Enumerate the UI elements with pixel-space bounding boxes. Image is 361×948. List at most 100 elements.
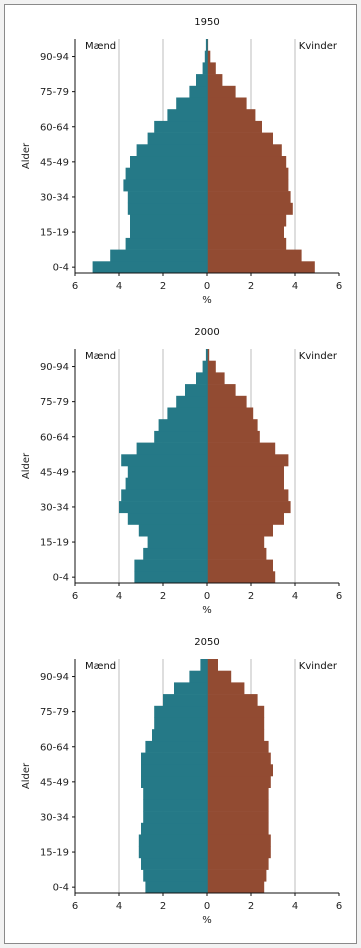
y-tick-label: 45-49 [40, 467, 69, 478]
bar-men-85-89 [196, 372, 207, 385]
x-tick-label: 4 [292, 591, 298, 602]
bar-men-25-29 [127, 512, 207, 525]
bar-women-30-34 [207, 501, 291, 514]
bar-women-80-84 [207, 694, 258, 707]
men-label: Mænd [85, 41, 116, 52]
bar-men-55-59 [147, 132, 207, 145]
bar-men-50-54 [136, 144, 207, 157]
bar-men-60-64 [154, 120, 207, 133]
bar-men-45-49 [130, 156, 207, 168]
bar-women-90-94 [207, 360, 216, 373]
x-tick-label: 4 [292, 281, 298, 292]
bar-men-35-39 [143, 799, 207, 812]
bar-men-30-34 [127, 191, 207, 204]
bar-women-25-29 [207, 512, 284, 525]
x-tick-label: 2 [160, 591, 166, 602]
x-tick-label: 2 [248, 591, 254, 602]
bar-women-25-29 [207, 202, 293, 215]
bar-women-50-54 [207, 764, 273, 777]
bar-women-10-14 [207, 547, 267, 560]
y-tick-label: 60-64 [40, 742, 69, 753]
bar-women-65-69 [207, 419, 258, 432]
y-tick-label: 0-4 [53, 573, 69, 584]
y-axis-label: Alder [21, 452, 32, 479]
bar-women-45-49 [207, 776, 271, 788]
y-tick-label: 0-4 [53, 883, 69, 894]
bar-women-80-84 [207, 74, 223, 87]
bar-women-15-19 [207, 536, 265, 549]
y-axis-label: Alder [21, 762, 32, 789]
x-tick-label: 4 [292, 901, 298, 912]
bar-women-85-89 [207, 682, 245, 695]
bar-women-80-84 [207, 384, 236, 397]
x-axis-label: % [202, 915, 212, 926]
bar-men-35-39 [123, 179, 207, 192]
bar-women-60-64 [207, 740, 269, 753]
y-tick-label: 30-34 [40, 192, 69, 203]
x-tick-label: 6 [72, 281, 78, 292]
bar-men-65-69 [167, 109, 207, 122]
bar-women-95+ [207, 349, 210, 361]
bar-men-25-29 [141, 822, 207, 835]
y-tick-label: 75-79 [40, 87, 69, 98]
y-tick-label: 45-49 [40, 157, 69, 168]
bar-men-55-59 [141, 752, 207, 765]
men-label: Mænd [85, 661, 116, 672]
y-tick-label: 30-34 [40, 812, 69, 823]
bar-men-40-44 [125, 167, 207, 180]
population-pyramid-2050: 2050 Mænd Kvinder 0-4 15-19 30-34 45-49 60-64 75… [21, 637, 342, 926]
bar-women-30-34 [207, 191, 291, 204]
population-pyramid-2000: 2000 Mænd Kvinder 0-4 15-19 30-34 45-49 60-64 75… [21, 327, 342, 616]
bar-women-90-94 [207, 670, 232, 683]
bar-men-5-9 [134, 559, 207, 572]
bar-women-55-59 [207, 752, 271, 765]
x-tick-label: 0 [204, 901, 210, 912]
bar-men-10-14 [143, 547, 207, 560]
bar-women-20-24 [207, 834, 271, 847]
bar-women-15-19 [207, 846, 271, 859]
bar-men-40-44 [143, 787, 207, 800]
bar-women-55-59 [207, 132, 273, 145]
y-tick-label: 15-19 [40, 228, 69, 239]
bar-women-25-29 [207, 822, 269, 835]
bar-women-95+ [207, 659, 218, 671]
bar-women-0-4 [207, 881, 265, 894]
bar-men-30-34 [143, 811, 207, 824]
bar-men-30-34 [119, 501, 207, 514]
bar-men-70-74 [176, 97, 207, 110]
bar-men-70-74 [167, 407, 207, 420]
bar-men-80-84 [163, 694, 207, 707]
x-tick-label: 0 [204, 591, 210, 602]
bar-women-55-59 [207, 442, 276, 455]
bar-women-75-79 [207, 85, 236, 98]
bar-men-50-54 [121, 454, 207, 467]
bar-men-75-79 [189, 85, 207, 98]
bar-men-0-4 [145, 881, 207, 894]
population-pyramid-figure: 1950 Mænd Kvinder 0-4 15-19 30-34 45-49 60-64 75… [4, 4, 357, 944]
bar-women-10-14 [207, 857, 269, 870]
y-tick-label: 75-79 [40, 397, 69, 408]
bar-men-10-14 [125, 237, 207, 250]
y-tick-label: 0-4 [53, 263, 69, 274]
bar-women-70-74 [207, 97, 247, 110]
bar-men-90-94 [202, 360, 207, 373]
bar-women-60-64 [207, 120, 262, 133]
x-tick-label: 2 [248, 281, 254, 292]
bar-women-20-24 [207, 524, 273, 537]
x-tick-label: 6 [336, 591, 342, 602]
bar-women-75-79 [207, 395, 247, 408]
bar-men-75-79 [176, 395, 207, 408]
bar-men-60-64 [145, 740, 207, 753]
x-tick-label: 0 [204, 281, 210, 292]
bar-women-35-39 [207, 489, 289, 502]
bar-men-5-9 [110, 249, 207, 262]
x-tick-label: 4 [116, 591, 122, 602]
y-axis-label: Alder [21, 142, 32, 169]
x-axis-label: % [202, 605, 212, 616]
x-tick-label: 4 [116, 901, 122, 912]
bar-men-50-54 [141, 764, 207, 777]
bar-women-60-64 [207, 430, 260, 443]
bar-women-90-94 [207, 50, 211, 63]
bar-women-40-44 [207, 787, 269, 800]
bar-women-5-9 [207, 559, 273, 572]
